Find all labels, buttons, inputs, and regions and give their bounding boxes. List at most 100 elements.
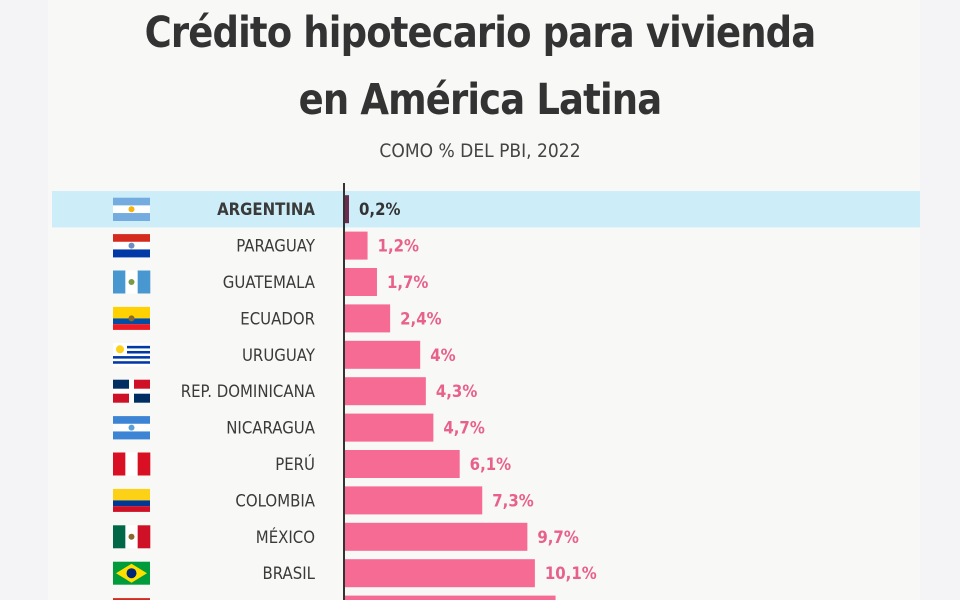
chart-title-line-1: Crédito hipotecario para vivienda: [144, 8, 817, 58]
value-label: 2,4%: [400, 308, 441, 328]
bar: [345, 268, 377, 296]
bar-row: BRASIL 10,1%: [113, 559, 597, 588]
value-label: 6,1%: [470, 454, 511, 474]
bar: [345, 595, 556, 600]
flag-stripe: [113, 598, 150, 600]
flag-stripe: [113, 234, 150, 243]
bar: [345, 486, 483, 515]
flag-colombia-icon: [113, 488, 150, 512]
category-label: ECUADOR: [240, 308, 315, 328]
flag-globe: [126, 568, 137, 579]
flag-emblem: [128, 533, 135, 540]
flag-stripe: [113, 358, 150, 362]
bar-row: BOLIVIA: [113, 595, 556, 600]
bar: [345, 413, 434, 442]
flag-peru-icon: [113, 452, 151, 476]
bar: [345, 377, 426, 406]
flag-quarter: [113, 393, 129, 403]
bar-row: MÉXICO 9,7%: [113, 522, 579, 551]
flag-stripe: [113, 343, 150, 347]
chart-card: [48, 0, 920, 600]
flag-stripe: [113, 350, 150, 354]
flag-emblem: [128, 279, 135, 285]
flag-stripe: [137, 270, 151, 294]
bar-row: PERÚ 6,1%: [113, 450, 511, 478]
flag-dominican-republic-icon: [113, 379, 150, 403]
value-label: 7,3%: [492, 490, 533, 510]
flag-stripe: [113, 213, 150, 221]
bar: [345, 559, 535, 588]
flag-stripe: [113, 356, 150, 359]
category-label: COLOMBIA: [235, 490, 315, 510]
flag-emblem: [128, 242, 135, 249]
value-label: 0,2%: [359, 199, 400, 219]
flag-mexico-icon: [113, 525, 151, 549]
flag-brazil-icon: [113, 561, 150, 585]
flag-stripe: [113, 197, 150, 206]
bar: [345, 340, 421, 369]
category-label: MÉXICO: [256, 527, 315, 547]
bar-row: URUGUAY 4%: [113, 340, 456, 369]
bar: [345, 195, 349, 224]
flag-stripe: [113, 324, 150, 330]
value-label: 1,2%: [378, 236, 419, 256]
flag-quarter: [113, 379, 129, 389]
chart-subtitle: COMO % DEL PBI, 2022: [379, 140, 581, 162]
value-label: 4%: [430, 345, 455, 365]
value-label: 4,7%: [443, 418, 484, 438]
value-label: 9,7%: [537, 527, 578, 547]
flag-uruguay-icon: [113, 343, 150, 367]
bar-row: COLOMBIA 7,3%: [113, 486, 534, 515]
value-label: 10,1%: [545, 563, 597, 583]
flag-stripe: [113, 306, 150, 319]
flag-stripe: [113, 361, 150, 365]
flag-guatemala-icon: [113, 270, 151, 294]
bar-row: GUATEMALA 1,7%: [113, 268, 428, 296]
flag-paraguay-icon: [113, 234, 150, 258]
flag-quarter: [134, 393, 150, 403]
bar-row: PARAGUAY 1,2%: [113, 231, 419, 260]
bar: [345, 450, 460, 478]
flag-nicaragua-icon: [113, 416, 150, 440]
chart-title-line-2: en América Latina: [298, 75, 663, 125]
category-label: REP. DOMINICANA: [181, 381, 315, 401]
flag-emblem: [128, 206, 135, 213]
bar: [345, 231, 368, 260]
flag-quarter: [134, 379, 150, 389]
category-label: URUGUAY: [242, 345, 315, 365]
flag-stripe: [125, 452, 138, 476]
bar-row: NICARAGUA 4,7%: [113, 413, 485, 442]
value-label: 4,3%: [436, 381, 477, 401]
flag-stripe: [137, 525, 151, 549]
bar-row: ECUADOR 2,4%: [113, 304, 442, 333]
flag-stripe: [113, 345, 150, 349]
flag-stripe: [113, 416, 150, 425]
flag-sun: [116, 345, 124, 354]
bar-row: REP. DOMINICANA 4,3%: [113, 377, 477, 406]
flag-emblem: [128, 315, 135, 322]
flag-bolivia-icon: [113, 598, 150, 600]
flag-stripe: [113, 488, 150, 501]
bar-row: ARGENTINA 0,2%: [113, 195, 400, 224]
flag-stripe: [113, 452, 126, 476]
flag-argentina-icon: [113, 197, 150, 221]
category-label: PERÚ: [275, 454, 315, 474]
flag-stripe: [113, 363, 150, 367]
flag-stripe: [137, 452, 151, 476]
flag-ecuador-icon: [113, 306, 150, 330]
value-label: 1,7%: [387, 272, 428, 292]
bar: [345, 304, 391, 333]
category-label: GUATEMALA: [223, 272, 315, 292]
flag-stripe: [113, 525, 126, 549]
flag-stripe: [113, 270, 126, 294]
flag-stripe: [113, 353, 150, 357]
flag-stripe: [113, 506, 150, 512]
flag-stripe: [113, 500, 150, 507]
category-label: PARAGUAY: [236, 236, 315, 256]
category-label: ARGENTINA: [217, 199, 315, 219]
category-label: NICARAGUA: [226, 418, 315, 438]
bar: [345, 522, 528, 551]
highlight-row: [52, 191, 920, 228]
category-label: BRASIL: [263, 563, 316, 583]
